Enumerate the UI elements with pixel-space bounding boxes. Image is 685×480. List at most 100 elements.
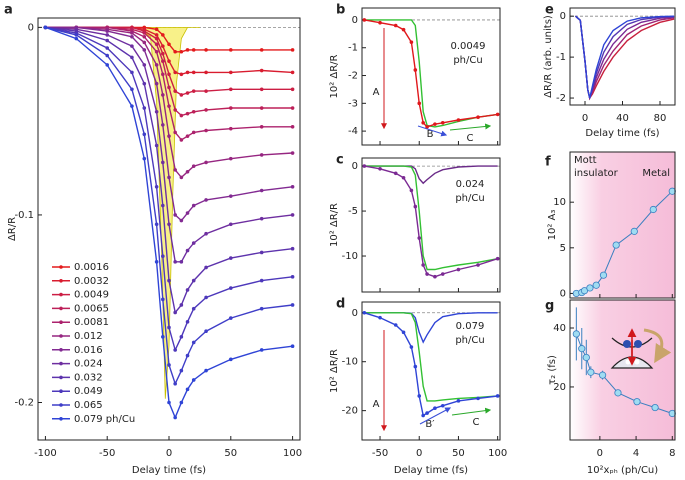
x-axis-label: Delay time (fs) bbox=[585, 128, 659, 139]
x-tick-label: 100 bbox=[283, 448, 302, 459]
data-point bbox=[173, 260, 177, 264]
electron bbox=[623, 340, 631, 348]
data-point bbox=[161, 297, 165, 302]
data-point bbox=[259, 250, 264, 255]
data-point bbox=[167, 42, 171, 47]
data-point bbox=[421, 413, 425, 418]
data-point bbox=[204, 295, 208, 300]
legend-marker bbox=[59, 348, 63, 352]
data-point bbox=[43, 25, 48, 30]
legend-marker bbox=[59, 292, 63, 297]
plot-background bbox=[570, 300, 675, 440]
y-tick-label: 0 bbox=[560, 288, 566, 299]
annotation: 0.0049 bbox=[451, 41, 486, 52]
data-point bbox=[204, 108, 208, 112]
data-point bbox=[167, 134, 171, 138]
data-point bbox=[204, 368, 208, 373]
data-point bbox=[204, 89, 208, 93]
data-point bbox=[259, 348, 264, 352]
data-point bbox=[393, 323, 398, 327]
plot-background bbox=[570, 152, 675, 298]
data-point bbox=[142, 48, 147, 52]
legend-marker bbox=[59, 417, 63, 421]
data-point bbox=[179, 113, 184, 118]
annotation: B′ bbox=[425, 419, 435, 430]
annotation: Mott bbox=[574, 155, 597, 166]
legend-label: 0.0016 bbox=[74, 262, 109, 273]
annotation: ph/Cu bbox=[455, 193, 484, 204]
data-point bbox=[290, 303, 295, 307]
data-point bbox=[228, 222, 233, 227]
data-point bbox=[167, 175, 171, 180]
data-point bbox=[191, 306, 196, 311]
series-line bbox=[364, 312, 498, 402]
legend-label: 0.032 bbox=[74, 372, 103, 383]
legend-label: 0.024 bbox=[74, 359, 103, 370]
data-point bbox=[599, 271, 608, 279]
data-point bbox=[173, 348, 177, 352]
data-point bbox=[130, 34, 134, 39]
data-point bbox=[179, 368, 184, 373]
data-point bbox=[179, 303, 184, 307]
data-point bbox=[378, 315, 382, 320]
data-point bbox=[413, 204, 418, 209]
annotation: ph/Cu bbox=[453, 55, 482, 66]
data-point bbox=[228, 87, 233, 92]
data-point bbox=[179, 93, 184, 97]
x-tick-label: 0 bbox=[582, 113, 588, 124]
data-point bbox=[290, 344, 295, 349]
data-point bbox=[401, 175, 406, 180]
series-line bbox=[45, 26, 293, 117]
data-point bbox=[142, 34, 147, 39]
y-tick-label: -2 bbox=[348, 71, 358, 82]
data-point bbox=[185, 70, 190, 75]
data-point bbox=[290, 185, 295, 189]
data-point bbox=[130, 70, 134, 75]
data-point bbox=[393, 23, 398, 28]
data-point bbox=[130, 55, 134, 60]
data-point bbox=[142, 31, 147, 35]
data-point bbox=[440, 272, 445, 276]
y-axis-label: 10² A₃ bbox=[547, 210, 558, 241]
hole bbox=[634, 359, 640, 365]
data-point bbox=[228, 70, 233, 75]
data-point bbox=[161, 72, 165, 77]
data-point bbox=[290, 124, 295, 129]
data-point bbox=[130, 44, 134, 48]
data-point bbox=[456, 267, 461, 272]
data-point bbox=[259, 48, 264, 52]
data-point bbox=[161, 123, 165, 127]
data-point bbox=[191, 340, 196, 345]
data-point bbox=[191, 48, 196, 52]
y-axis-label: ΔR/R (arb. units) bbox=[543, 15, 554, 98]
data-point bbox=[290, 213, 295, 217]
data-point bbox=[154, 36, 159, 41]
legend-label: 0.0032 bbox=[74, 276, 109, 287]
data-point bbox=[191, 89, 196, 93]
legend-marker bbox=[59, 320, 63, 325]
x-tick-label: 100 bbox=[488, 448, 507, 459]
data-point bbox=[154, 222, 159, 227]
data-point bbox=[142, 81, 147, 86]
data-point bbox=[173, 70, 177, 75]
data-point bbox=[495, 112, 500, 117]
y-axis-label: τ₂ (fs) bbox=[547, 355, 558, 385]
y-tick-label: -3 bbox=[348, 98, 358, 109]
y-tick-label: -0.2 bbox=[14, 397, 34, 408]
data-point bbox=[191, 130, 196, 135]
x-tick-label: 0 bbox=[166, 448, 172, 459]
data-point bbox=[154, 185, 159, 189]
y-tick-label: -1 bbox=[556, 52, 566, 63]
data-point bbox=[173, 108, 177, 112]
x-tick-label: 4 bbox=[633, 448, 639, 459]
x-tick-label: 40 bbox=[616, 113, 629, 124]
panel: 0 -1 -2 -3 -4 b 10² ΔR/R 0.0049 ph/Cu A B C bbox=[329, 3, 501, 146]
panel: 0 40 80 0 -1 -2 e Delay time (fs) ΔR/R (arb. uni… bbox=[543, 3, 676, 139]
data-point bbox=[259, 68, 264, 73]
data-point bbox=[456, 399, 461, 403]
data-point bbox=[259, 216, 264, 221]
data-point bbox=[154, 143, 159, 148]
y-tick-label: 20 bbox=[553, 382, 566, 393]
data-point bbox=[185, 353, 190, 358]
data-point bbox=[154, 49, 159, 54]
